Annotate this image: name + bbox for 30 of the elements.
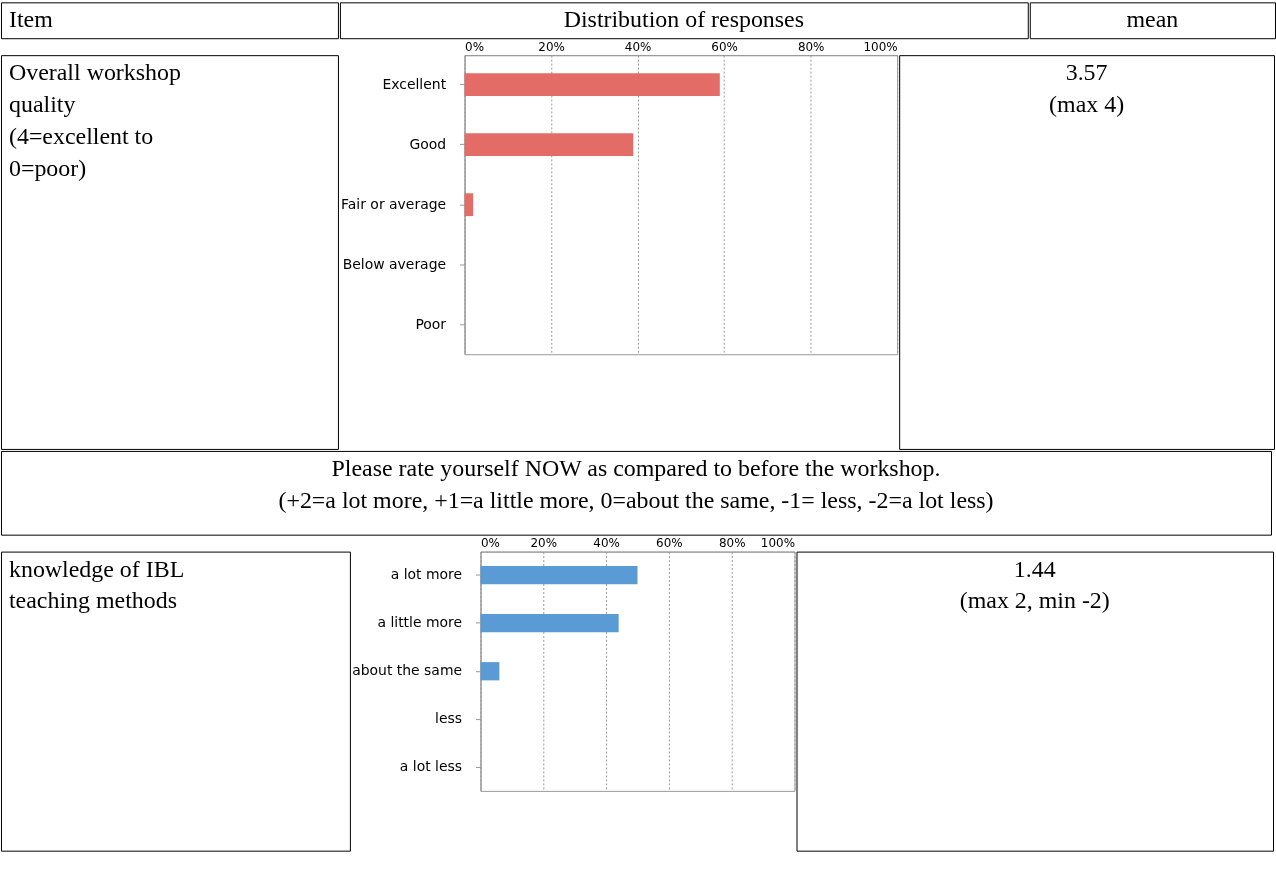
text: mean xyxy=(1126,6,1179,33)
text: Please rate yourself NOW as compared to before the workshop. (+2=a lot more, +1=a little more, 0=about the same, -1= less, -2=a lot less) xyxy=(278,454,994,513)
y-tick-label: Poor xyxy=(415,315,447,332)
text: Item xyxy=(8,6,54,33)
text: Distribution of responses xyxy=(563,6,805,33)
x-tick-label: 80% xyxy=(718,536,746,551)
x-tick-label: 100% xyxy=(760,536,796,551)
text: 1.44 (max 2, min -2) xyxy=(959,555,1110,614)
y-tick-label: a little more xyxy=(377,614,463,631)
y-tick-label: a lot less xyxy=(399,758,463,775)
text: Overall workshop quality (4=excellent to 0=poor) xyxy=(8,59,181,181)
x-tick-label: 60% xyxy=(711,39,738,54)
x-tick-label: 100% xyxy=(863,39,898,54)
x-tick-label: 0% xyxy=(465,39,485,54)
x-tick-label: 0% xyxy=(480,536,500,551)
y-tick-label: Below average xyxy=(342,255,447,272)
y-tick-label: less xyxy=(435,710,463,727)
x-tick-label: 20% xyxy=(538,39,565,54)
text: 3.57 (max 4) xyxy=(1049,59,1125,117)
y-tick-label: Good xyxy=(409,135,447,152)
text: knowledge of IBL teaching methods xyxy=(8,555,185,614)
y-tick-label: Excellent xyxy=(382,75,447,92)
y-tick-label: Fair or average xyxy=(341,195,447,212)
x-tick-label: 60% xyxy=(656,536,683,551)
x-tick-label: 20% xyxy=(530,536,558,551)
y-tick-label: a lot more xyxy=(390,566,463,583)
x-tick-label: 40% xyxy=(624,39,652,54)
y-tick-label: about the same xyxy=(352,662,463,679)
x-tick-label: 40% xyxy=(593,536,620,551)
x-tick-label: 80% xyxy=(797,39,825,54)
